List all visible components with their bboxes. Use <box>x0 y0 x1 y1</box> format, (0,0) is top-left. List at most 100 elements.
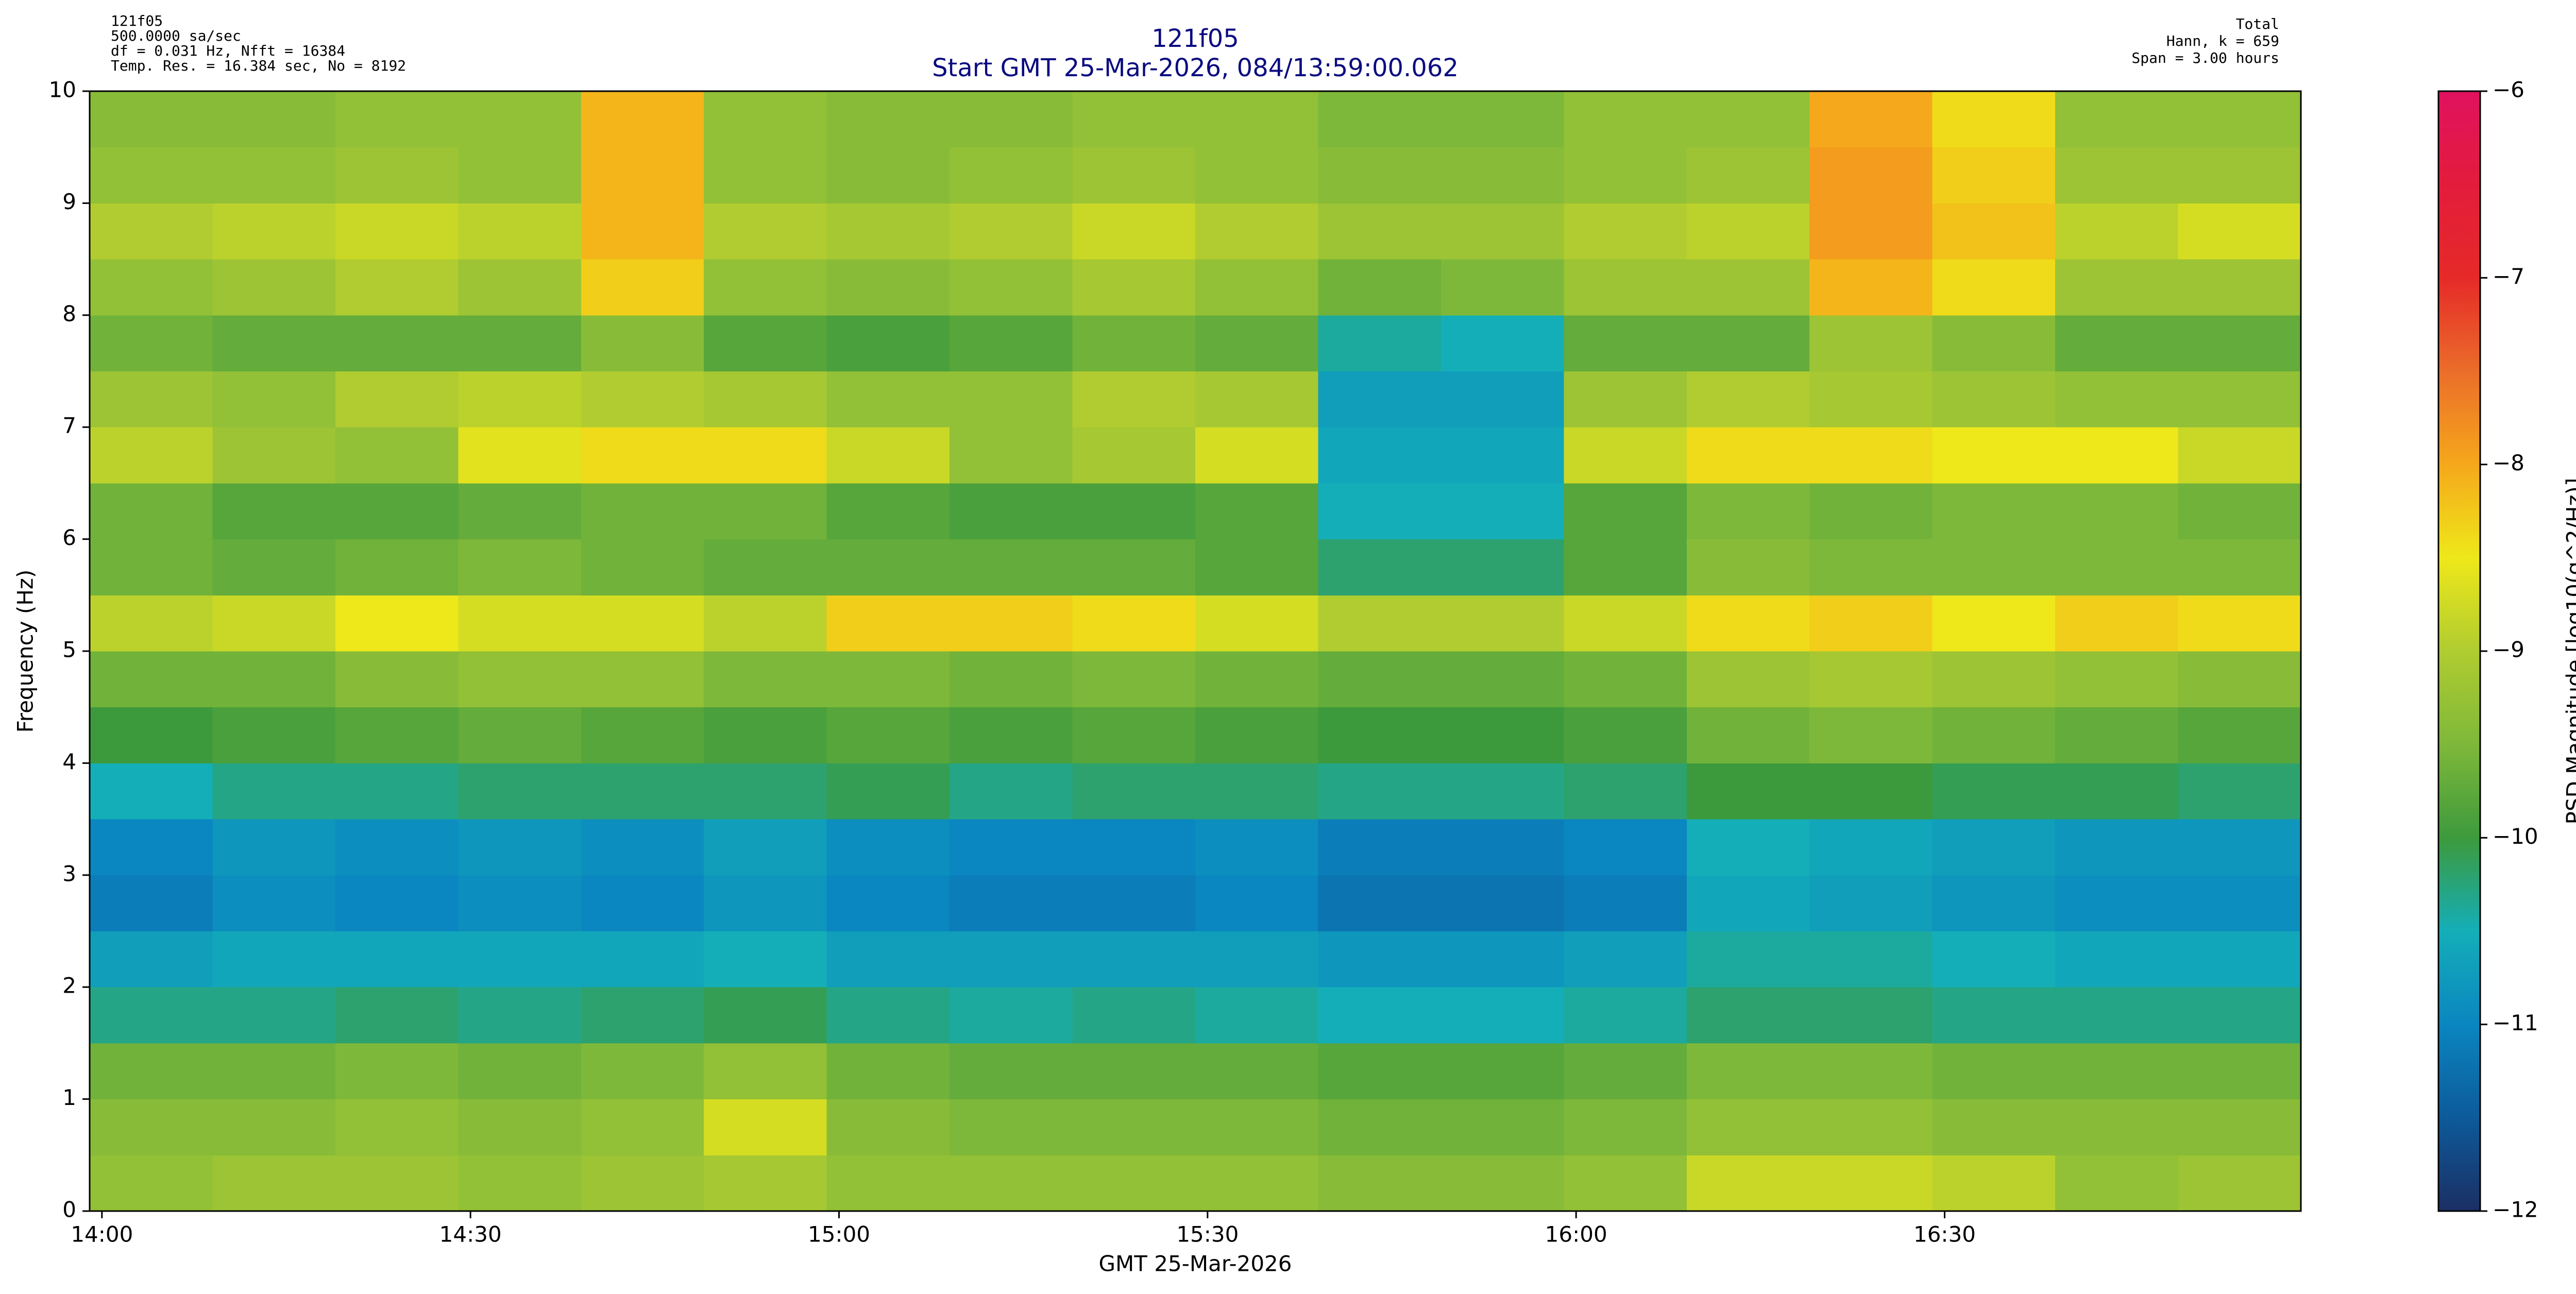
heatmap-cell <box>826 539 950 595</box>
heatmap-cell <box>704 819 827 876</box>
heatmap-cell <box>458 819 582 876</box>
heatmap-cell <box>335 707 459 763</box>
x-tick-label: 16:30 <box>1913 1222 1976 1247</box>
heatmap-cell <box>1809 427 1933 484</box>
heatmap-cell <box>458 1155 582 1212</box>
heatmap-cell <box>1809 147 1933 203</box>
heatmap-cell <box>458 595 582 652</box>
heatmap-cell <box>212 1043 336 1100</box>
chart-subtitle: Start GMT 25-Mar-2026, 084/13:59:00.062 <box>932 54 1459 82</box>
heatmap-cell <box>1318 427 1442 484</box>
heatmap-cell <box>1318 315 1442 371</box>
heatmap-cell <box>2055 707 2179 763</box>
x-tick-label: 15:00 <box>808 1222 870 1247</box>
heatmap-cell <box>950 539 1073 595</box>
heatmap-cell <box>1564 1155 1687 1212</box>
info-text: Total <box>2236 15 2279 32</box>
heatmap-cell <box>2178 1155 2301 1212</box>
heatmap-cell <box>826 875 950 931</box>
heatmap-cell <box>1318 1099 1442 1155</box>
heatmap-cell <box>1686 595 1810 652</box>
heatmap-cell <box>1564 91 1687 148</box>
heatmap-cell <box>90 315 213 371</box>
heatmap-cell <box>1686 1099 1810 1155</box>
heatmap-cell <box>335 539 459 595</box>
heatmap-cell <box>1318 371 1442 428</box>
heatmap-cell <box>2178 483 2301 540</box>
heatmap-cell <box>1440 1155 1564 1212</box>
heatmap-cell <box>2055 371 2179 428</box>
heatmap-cell <box>1564 371 1687 428</box>
heatmap-cell <box>826 147 950 203</box>
heatmap-cell <box>1932 539 2056 595</box>
heatmap-cell <box>1686 315 1810 371</box>
heatmap-cell <box>2055 427 2179 484</box>
heatmap-cell <box>1686 707 1810 763</box>
heatmap-cell <box>1318 875 1442 931</box>
heatmap-cell <box>335 371 459 428</box>
heatmap-cell <box>90 1155 213 1212</box>
y-tick-label: 7 <box>62 413 76 438</box>
heatmap-cell <box>1932 259 2056 316</box>
heatmap-cell <box>2178 987 2301 1044</box>
heatmap-cell <box>458 707 582 763</box>
heatmap-cell <box>335 427 459 484</box>
heatmap-cell <box>2055 875 2179 931</box>
heatmap-cell <box>1195 763 1318 820</box>
heatmap-cell <box>1072 371 1196 428</box>
info-text: Temp. Res. = 16.384 sec, No = 8192 <box>111 57 406 74</box>
heatmap-cell <box>90 371 213 428</box>
heatmap-cell <box>826 707 950 763</box>
heatmap-cell <box>212 371 336 428</box>
colorbar-tick-label: −11 <box>2493 1010 2538 1035</box>
x-axis-label: GMT 25-Mar-2026 <box>1099 1251 1292 1276</box>
heatmap-cell <box>90 1099 213 1155</box>
heatmap-cell <box>1809 763 1933 820</box>
heatmap-cell <box>704 1099 827 1155</box>
heatmap-cell <box>704 203 827 260</box>
heatmap-cell <box>2055 1155 2179 1212</box>
heatmap-cell <box>950 1043 1073 1100</box>
heatmap-cell <box>90 91 213 148</box>
heatmap-cell <box>1440 763 1564 820</box>
heatmap-cell <box>1440 875 1564 931</box>
heatmap-cell <box>581 1099 704 1155</box>
heatmap-cell <box>2055 987 2179 1044</box>
heatmap-cell <box>581 875 704 931</box>
heatmap-cell <box>2178 147 2301 203</box>
heatmap-cell <box>1318 203 1442 260</box>
heatmap-cell <box>1932 931 2056 987</box>
chart-title: 121f05 <box>1151 24 1239 53</box>
heatmap-cell <box>1564 875 1687 931</box>
heatmap-cell <box>1440 651 1564 708</box>
heatmap-cell <box>1932 595 2056 652</box>
heatmap-cell <box>2178 259 2301 316</box>
heatmap-cell <box>1686 651 1810 708</box>
heatmap-cell <box>581 1043 704 1100</box>
heatmap-cell <box>1932 763 2056 820</box>
y-tick-label: 10 <box>49 77 76 103</box>
heatmap-cell <box>581 371 704 428</box>
heatmap-cell <box>950 371 1073 428</box>
heatmap-cell <box>212 259 336 316</box>
heatmap-cell <box>581 595 704 652</box>
heatmap-cell <box>581 539 704 595</box>
heatmap-cell <box>1195 539 1318 595</box>
heatmap-cell <box>458 427 582 484</box>
heatmap-cell <box>90 763 213 820</box>
heatmap-cell <box>335 931 459 987</box>
heatmap-cell <box>458 483 582 540</box>
heatmap-cell <box>581 819 704 876</box>
heatmap-cell <box>1809 1043 1933 1100</box>
heatmap-cell <box>1809 931 1933 987</box>
heatmap-cell <box>581 147 704 203</box>
heatmap-cell <box>1932 91 2056 148</box>
heatmap-cell <box>826 1099 950 1155</box>
heatmap-cell <box>704 315 827 371</box>
heatmap-cell <box>826 931 950 987</box>
heatmap-cell <box>950 315 1073 371</box>
heatmap-cell <box>704 763 827 820</box>
heatmap-cell <box>458 651 582 708</box>
heatmap-cell <box>826 763 950 820</box>
heatmap-cell <box>826 987 950 1044</box>
